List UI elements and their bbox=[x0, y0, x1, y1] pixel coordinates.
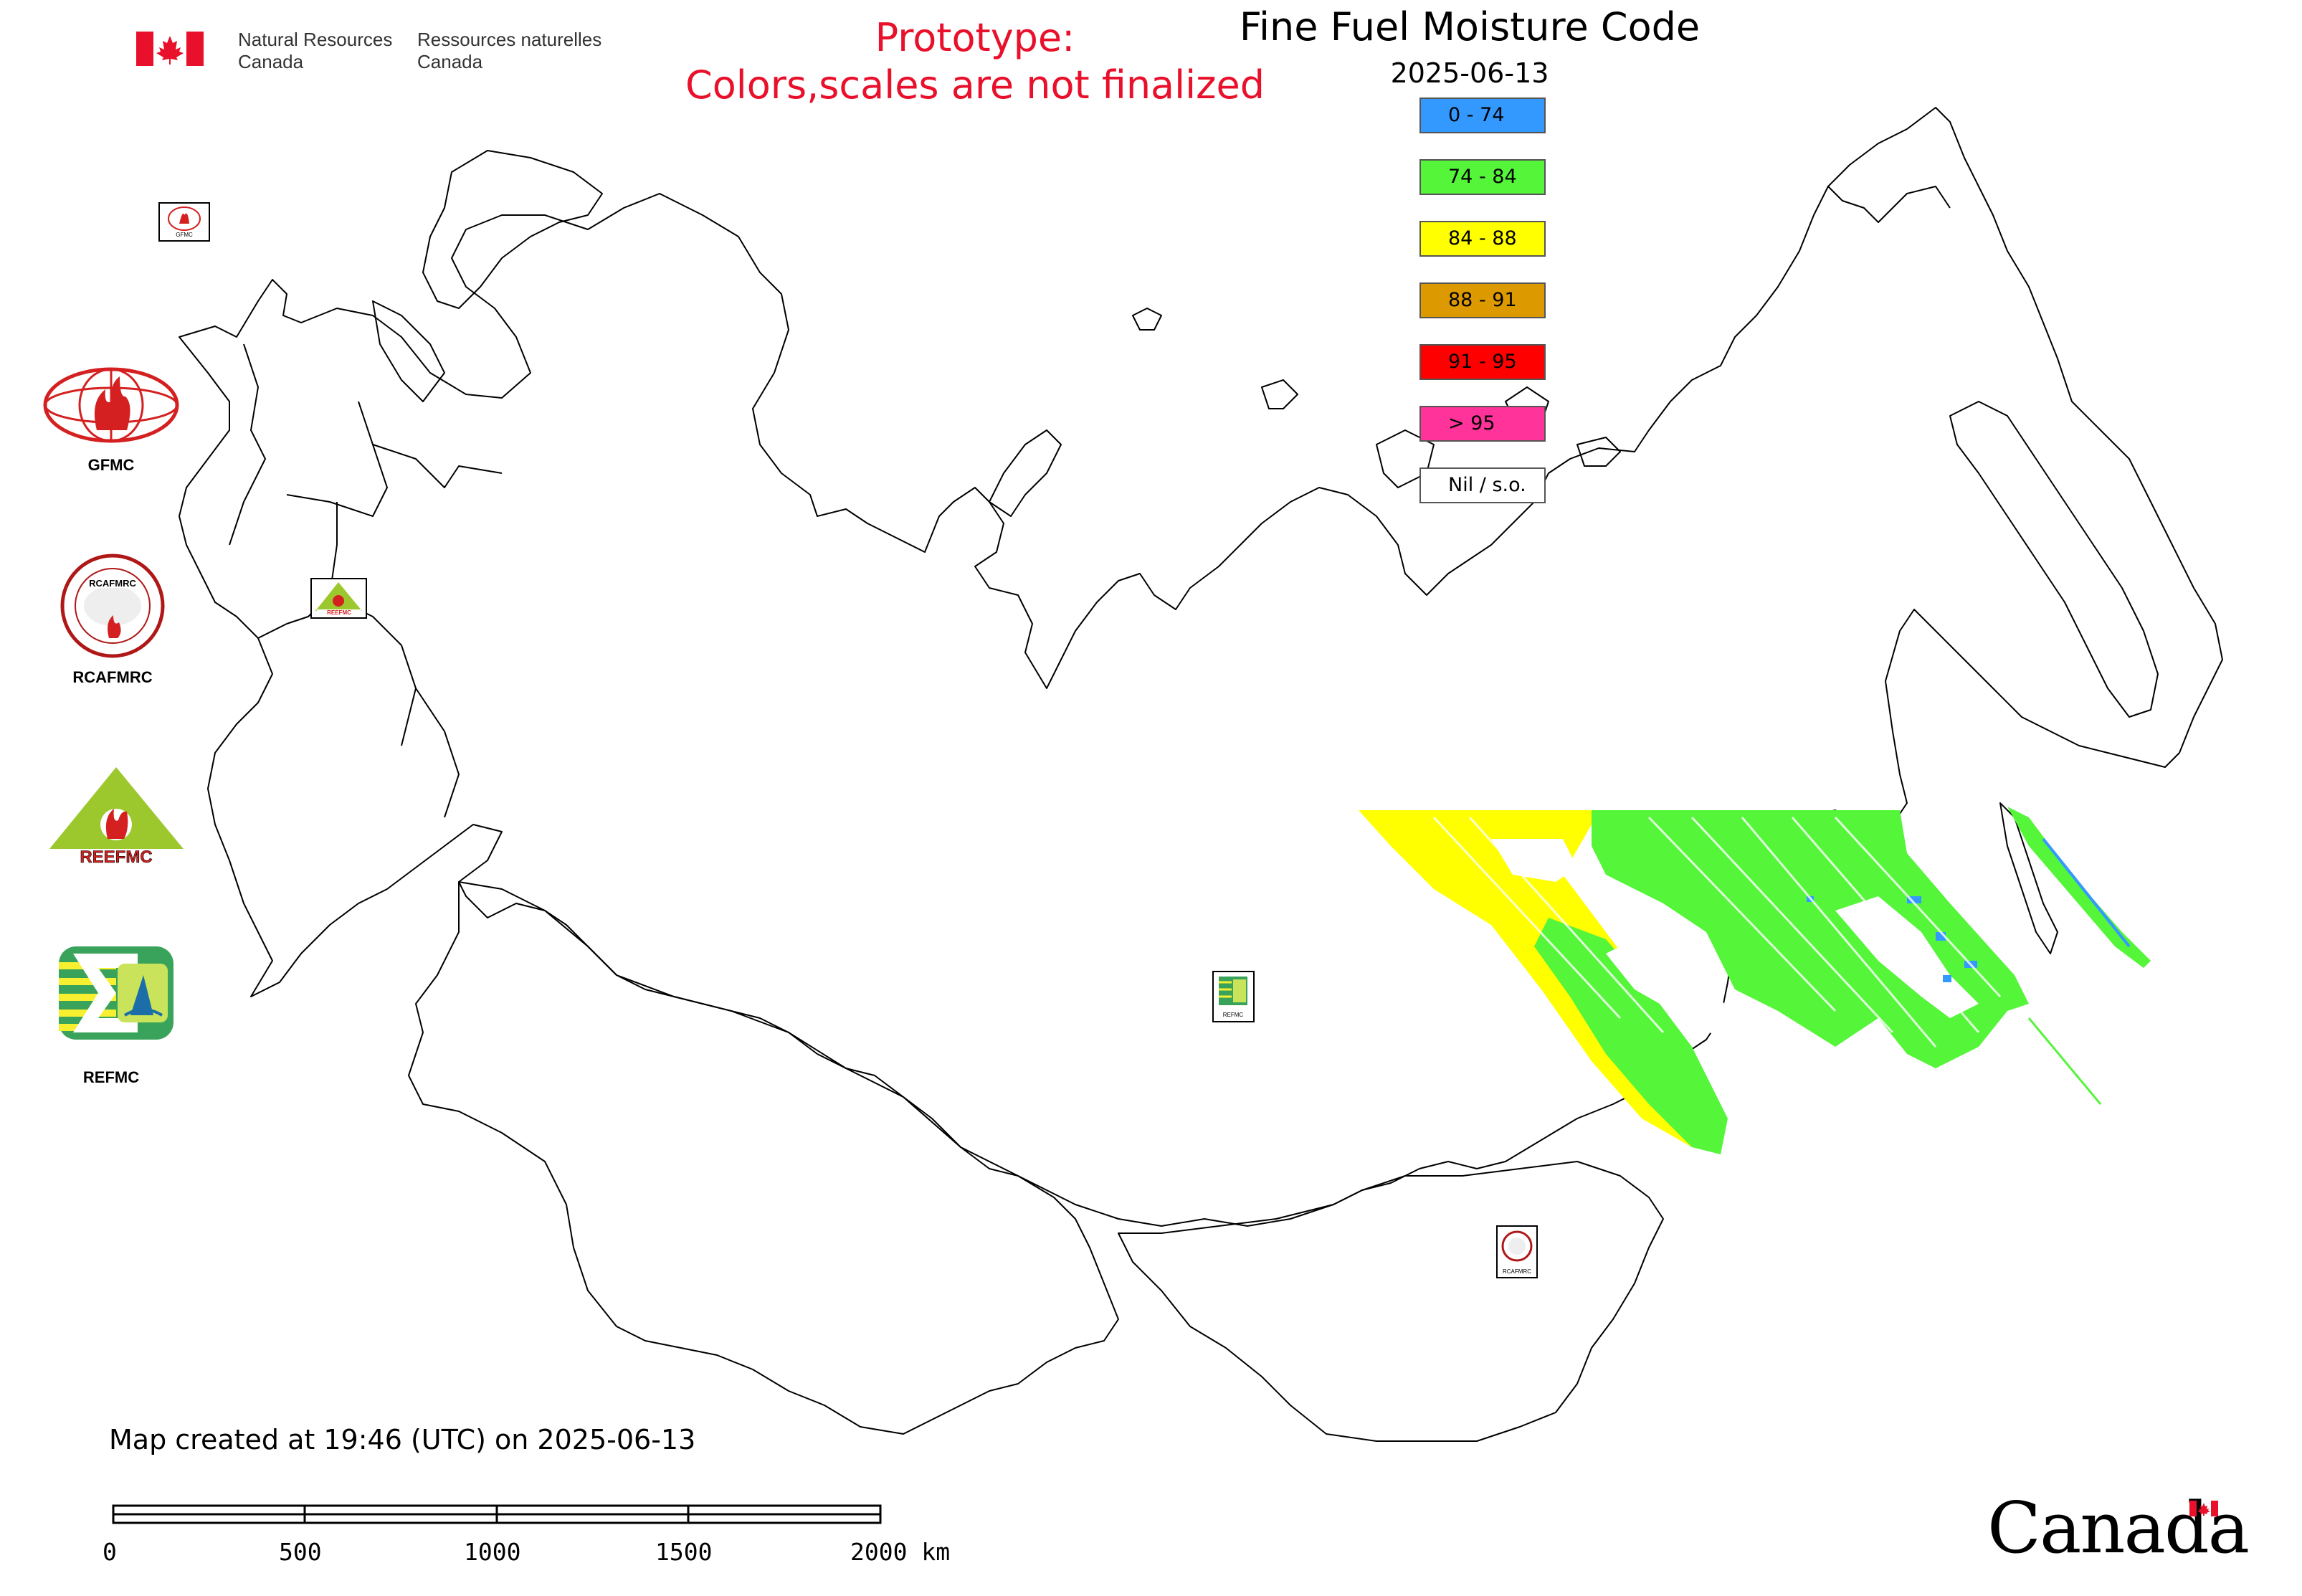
prototype-notice: Prototype: Colors,scales are not finaliz… bbox=[674, 14, 1276, 109]
legend-item: Nil / s.o. bbox=[1419, 467, 1546, 503]
prototype-line2: Colors,scales are not finalized bbox=[685, 62, 1265, 108]
map-marker-reefmc[interactable]: REEFMC bbox=[310, 578, 367, 619]
refmc-logo bbox=[59, 946, 173, 1042]
wordmark-flag-icon bbox=[2189, 1501, 2218, 1519]
canada-wordmark: Canada bbox=[1987, 1488, 2250, 1569]
legend-item: 84 - 88 bbox=[1419, 221, 1546, 257]
agency-name-fr: Ressources naturelles Canada bbox=[417, 29, 601, 73]
scale-bar bbox=[112, 1504, 882, 1524]
chukotka-outline bbox=[1827, 186, 1951, 223]
kazakhstan-outline bbox=[408, 881, 1119, 1435]
sakhalin-outline bbox=[1999, 802, 2058, 954]
agency-name-en: Natural Resources Canada bbox=[238, 29, 392, 73]
scale-tick-0: 0 bbox=[103, 1538, 117, 1566]
map-created-timestamp: Map created at 19:46 (UTC) on 2025-06-13 bbox=[109, 1424, 696, 1455]
canada-flag-icon bbox=[136, 32, 204, 66]
agency-fr-line1: Ressources naturelles bbox=[417, 29, 602, 50]
ffmc-data-swath bbox=[1359, 807, 2151, 1154]
svg-text:RCAFMRC: RCAFMRC bbox=[89, 578, 136, 589]
scale-tick-1000: 1000 bbox=[464, 1538, 521, 1566]
svg-text:RCAFMRC: RCAFMRC bbox=[1503, 1268, 1531, 1275]
gfmc-label: GFMC bbox=[87, 456, 135, 474]
mongolia-outline bbox=[1118, 1161, 1664, 1442]
rcafmrc-label: RCAFMRC bbox=[72, 668, 153, 686]
russia-outline bbox=[179, 107, 2223, 1227]
map-marker-rcafmrc[interactable]: RCAFMRC bbox=[1496, 1225, 1538, 1278]
agency-fr-line2: Canada bbox=[417, 51, 483, 72]
rcafmrc-logo: RCAFMRC bbox=[59, 552, 166, 662]
gfmc-logo bbox=[39, 362, 183, 451]
legend-item: 74 - 84 bbox=[1419, 159, 1546, 195]
map-marker-refmc[interactable]: REFMC bbox=[1212, 971, 1255, 1022]
scale-tick-2000: 2000 km bbox=[850, 1538, 951, 1566]
legend-item: 88 - 91 bbox=[1419, 282, 1546, 318]
agency-en-line1: Natural Resources bbox=[238, 29, 393, 50]
map-marker-gfmc[interactable]: GFMC bbox=[158, 202, 210, 242]
legend-item: 0 - 74 bbox=[1419, 98, 1546, 133]
agency-en-line2: Canada bbox=[238, 51, 304, 72]
kamchatka-outline bbox=[1949, 401, 2159, 718]
reefmc-logo: REEFMC bbox=[39, 767, 194, 870]
legend-item: 91 - 95 bbox=[1419, 344, 1546, 380]
scandinavia-outline bbox=[372, 150, 603, 402]
prototype-line1: Prototype: bbox=[875, 15, 1075, 60]
svg-text:REFMC: REFMC bbox=[1223, 1012, 1244, 1018]
scale-tick-500: 500 bbox=[279, 1538, 322, 1566]
svg-text:REEFMC: REEFMC bbox=[327, 609, 351, 616]
map-title: Fine Fuel Moisture Code bbox=[1239, 4, 1701, 49]
legend-item: > 95 bbox=[1419, 406, 1546, 442]
refmc-label: REFMC bbox=[82, 1068, 140, 1086]
scale-tick-1500: 1500 bbox=[655, 1538, 713, 1566]
map-date: 2025-06-13 bbox=[1390, 57, 1549, 89]
svg-text:REEFMC: REEFMC bbox=[80, 847, 152, 867]
svg-text:GFMC: GFMC bbox=[176, 232, 193, 238]
